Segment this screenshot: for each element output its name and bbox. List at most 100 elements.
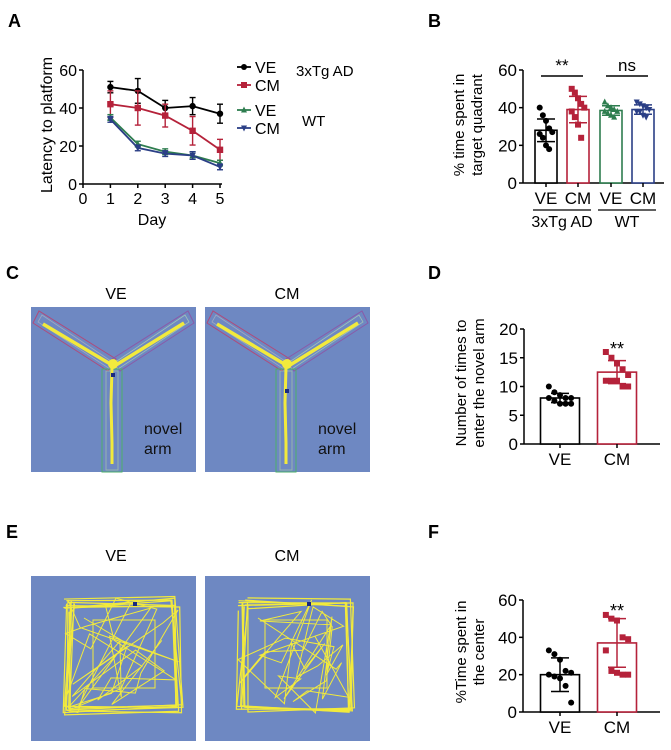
center-zone-outline (92, 619, 156, 689)
panel-label-c: C (6, 263, 19, 283)
y-tick-label: 0 (508, 174, 517, 193)
data-point (562, 682, 569, 689)
center-zone-outline (264, 619, 328, 689)
data-point (601, 107, 608, 114)
panel-e-title-ve: VE (105, 548, 126, 565)
data-point (643, 105, 650, 112)
legend-marker (241, 64, 247, 70)
data-point (602, 349, 609, 355)
significance-label: ** (610, 339, 624, 359)
data-point (189, 127, 196, 134)
x-tick-label: 0 (79, 191, 88, 208)
group-label: WT (615, 214, 640, 231)
panel-c-title-ve: VE (105, 286, 126, 303)
track-left-arm (42, 322, 113, 367)
data-point (568, 669, 575, 676)
arm-outline-right (285, 310, 369, 372)
legend-marker (241, 106, 247, 113)
data-point (568, 108, 575, 115)
data-point (625, 372, 632, 378)
data-point (619, 366, 626, 373)
track-right-arm (289, 321, 359, 367)
panel-label-f: F (428, 522, 439, 542)
chart-d-ylabel-line1: Number of times to (453, 320, 470, 447)
data-point (536, 104, 543, 111)
data-point (546, 146, 553, 153)
data-point (568, 395, 575, 401)
data-point (571, 89, 578, 96)
chart-f-ylabel-line1: %Time spent in (453, 601, 470, 704)
data-point (643, 114, 650, 121)
data-point (625, 671, 632, 678)
x-tick-label: CM (565, 189, 591, 208)
data-point (162, 150, 169, 158)
arm-outline-left (32, 310, 117, 372)
data-point (216, 164, 224, 171)
data-point (611, 113, 618, 120)
end-position-marker (307, 602, 311, 606)
y-tick-label: 0 (68, 177, 77, 194)
data-point (571, 114, 578, 121)
track-right-arm (115, 321, 185, 367)
bar-ve (599, 109, 623, 184)
legend-entry-ve-wt: VE (255, 103, 276, 120)
data-point (107, 101, 114, 108)
data-point (545, 395, 552, 401)
track-novel-arm (283, 366, 288, 464)
data-point (625, 383, 632, 390)
data-point (562, 400, 569, 407)
data-point (162, 112, 169, 119)
x-tick-label: CM (630, 189, 656, 208)
data-point (134, 145, 141, 152)
chart-a-xlabel: Day (138, 212, 166, 229)
data-point (568, 699, 575, 706)
open-field-track-cm (205, 576, 370, 741)
x-tick-label: VE (549, 718, 572, 737)
data-point (625, 636, 632, 643)
y-tick-label: 20 (499, 320, 518, 339)
data-point (619, 383, 626, 390)
panel-label-e: E (6, 522, 18, 542)
chart-a-ylabel: Latency to platform (39, 57, 56, 193)
data-point (216, 110, 224, 117)
x-tick-label: VE (600, 189, 623, 208)
end-position-marker (133, 602, 137, 606)
y-tick-label: 5 (509, 406, 518, 425)
data-point (545, 383, 552, 390)
data-point (549, 129, 556, 136)
y-tick-label: 20 (498, 666, 517, 685)
panel-c-title-cm: CM (275, 286, 300, 303)
x-tick-label: 1 (106, 191, 115, 208)
track-crossing-path (237, 599, 350, 714)
open-field-track-ve (31, 576, 196, 741)
x-tick-label: 4 (188, 191, 197, 208)
legend-entry-cm-3xtg: CM (255, 78, 280, 95)
track-novel-arm (109, 366, 114, 464)
arm-outline-right (111, 310, 195, 372)
track-perimeter-path (241, 602, 350, 713)
data-point (545, 647, 552, 654)
legend-group-3xtg: 3xTg AD (296, 63, 354, 80)
data-point (216, 146, 224, 153)
data-point (604, 109, 611, 116)
x-tick-label: 2 (133, 191, 142, 208)
data-point (551, 651, 558, 658)
x-tick-label: CM (604, 718, 630, 737)
legend-marker (241, 82, 247, 88)
significance-label: ** (610, 601, 624, 621)
data-point (545, 671, 552, 678)
data-point (551, 673, 558, 680)
data-point (608, 667, 615, 674)
data-point (575, 121, 581, 128)
chart-b-target-quadrant: 0 20 40 60 VE CM VE CM ** ns 3xTg AD WT (498, 56, 664, 231)
y-tick-label: 40 (498, 628, 517, 647)
y-tick-label: 10 (499, 378, 518, 397)
data-point (107, 116, 114, 124)
group-label: 3xTg AD (531, 214, 592, 231)
data-point (581, 104, 588, 111)
data-point (602, 377, 609, 384)
y-tick-label: 60 (498, 591, 517, 610)
y-tick-label: 40 (498, 99, 517, 118)
bar-cm (631, 108, 655, 184)
novel-arm-label-line2: arm (318, 441, 346, 458)
